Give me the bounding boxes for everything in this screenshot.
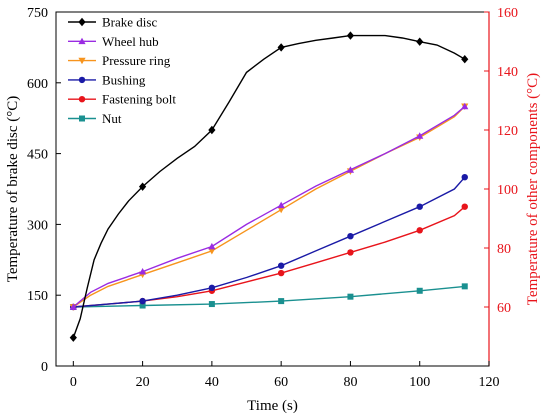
x-axis-title: Time (s) [247, 398, 298, 414]
y-right-tick-label: 160 [497, 6, 518, 21]
data-point [69, 333, 77, 342]
y-axis-right-title: Temperature of other components (°C) [525, 73, 541, 305]
legend-label: Brake disc [102, 15, 157, 30]
y-left-tick-label: 750 [27, 6, 48, 21]
data-point [69, 303, 77, 310]
data-point [416, 287, 423, 294]
series-brake-disc [69, 31, 469, 342]
series-line [72, 105, 466, 308]
series-nut [70, 283, 468, 310]
data-point [208, 242, 216, 250]
x-tick-label: 120 [479, 375, 500, 390]
y-right-tick-label: 80 [497, 242, 511, 257]
data-point [416, 227, 423, 234]
y-left-tick-label: 0 [41, 360, 48, 375]
data-point [346, 166, 355, 173]
data-point [347, 293, 354, 300]
legend-marker [78, 96, 86, 103]
data-point [416, 37, 424, 46]
x-tick-label: 0 [70, 375, 77, 390]
data-point [461, 102, 469, 110]
legend-label: Bushing [102, 72, 146, 87]
legend-marker [78, 17, 86, 27]
x-tick-label: 60 [274, 375, 288, 390]
y-right-tick-label: 140 [497, 65, 518, 80]
y-right-tick-label: 100 [497, 183, 518, 198]
data-point [461, 55, 469, 64]
legend-entry: Fastening bolt [68, 92, 176, 107]
legend-marker [78, 76, 86, 84]
data-point [277, 269, 285, 277]
y-left-tick-label: 600 [27, 77, 48, 92]
data-point [461, 174, 468, 181]
data-point [208, 284, 216, 292]
legend-entry: Pressure ring [68, 53, 171, 68]
legend-entry: Brake disc [68, 15, 157, 30]
x-tick-label: 80 [343, 375, 357, 390]
y-left-tick-label: 150 [27, 289, 48, 304]
series-pressure-ring [69, 103, 469, 311]
data-point [461, 203, 468, 210]
data-point [139, 268, 147, 275]
y-axis-left-title: Temperature of brake disc (°C) [5, 96, 21, 283]
data-point [139, 297, 146, 305]
x-tick-label: 20 [136, 375, 150, 390]
series-wheel-hub [69, 102, 469, 310]
legend-marker [79, 115, 85, 122]
data-point [416, 203, 423, 210]
legend: Brake disc Wheel hub Pressure ring Bushing F… [68, 15, 176, 126]
legend-entry: Nut [68, 111, 122, 126]
series-layer [69, 31, 469, 342]
legend-entry: Bushing [68, 72, 146, 87]
legend-label: Wheel hub [102, 34, 159, 49]
y-axis-left: 0 150 300 450 600 750 [27, 6, 61, 375]
series-fastening-bolt [70, 203, 468, 311]
legend-marker [78, 57, 86, 65]
data-point [208, 248, 216, 255]
legend-label: Nut [102, 111, 122, 126]
data-point [277, 262, 285, 269]
data-point [139, 302, 146, 309]
x-tick-label: 100 [409, 375, 430, 390]
y-right-tick-label: 120 [497, 124, 518, 139]
legend-marker [78, 37, 86, 45]
y-right-tick-label: 60 [497, 301, 511, 316]
legend-label: Pressure ring [102, 53, 171, 68]
y-left-tick-label: 300 [27, 218, 48, 233]
data-point [139, 182, 147, 191]
y-left-tick-label: 450 [27, 148, 48, 163]
data-point [347, 233, 354, 240]
data-point [347, 249, 354, 256]
data-point [278, 298, 285, 305]
data-point [208, 301, 215, 308]
data-point [277, 201, 285, 209]
data-point [277, 206, 285, 214]
series-bushing [70, 174, 468, 311]
x-tick-label: 40 [205, 375, 219, 390]
legend-label: Fastening bolt [102, 92, 176, 107]
legend-entry: Wheel hub [68, 34, 159, 49]
data-point [277, 43, 285, 52]
series-line [72, 34, 466, 338]
data-point [346, 31, 355, 40]
y-axis-right: 60 80 100 120 140 160 [484, 6, 518, 316]
data-point [208, 125, 216, 135]
series-line [72, 105, 466, 308]
series-line [73, 285, 465, 308]
x-axis: 0 20 40 60 80 100 120 [70, 361, 500, 390]
data-point [416, 132, 424, 139]
data-point [461, 283, 468, 290]
